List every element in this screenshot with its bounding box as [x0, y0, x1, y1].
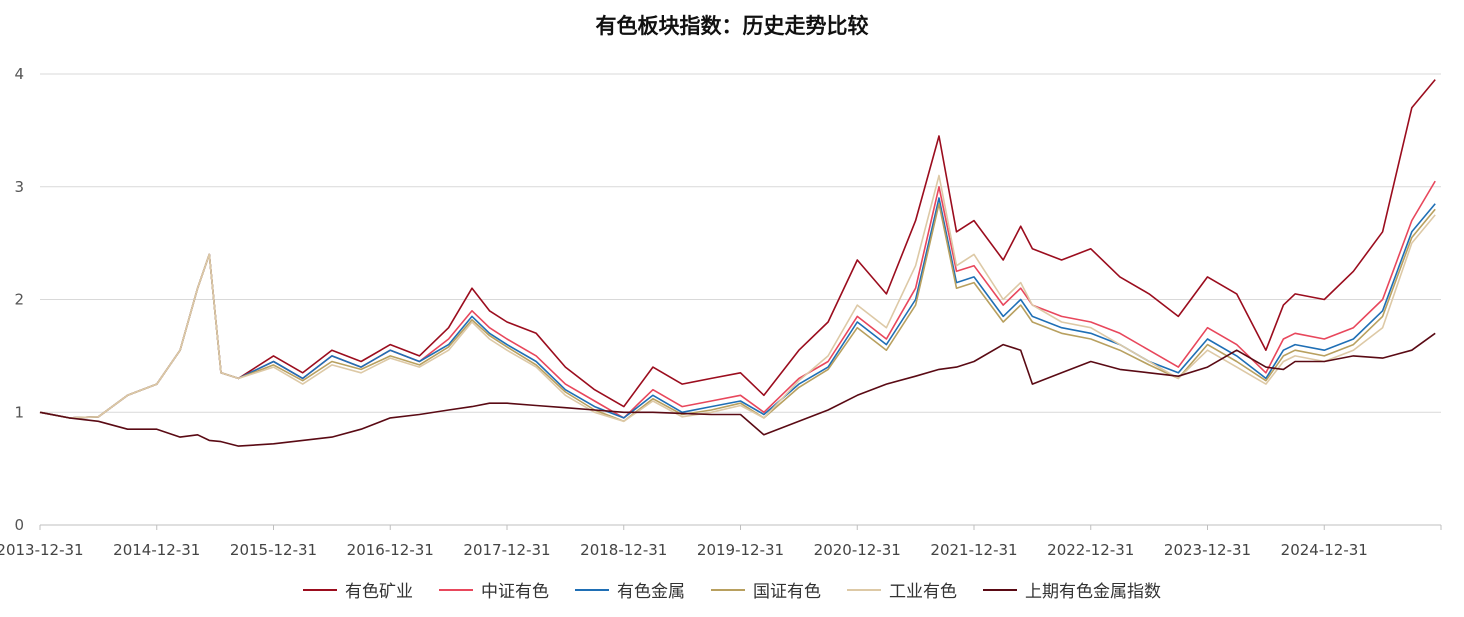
y-axis-ticks: 0 1 2 3 4 — [14, 65, 24, 534]
legend-item: 有色金属 — [575, 577, 685, 602]
legend-swatch — [847, 588, 881, 591]
legend-swatch — [575, 588, 609, 591]
series-line-5 — [39, 332, 1436, 447]
y-tick-label: 0 — [14, 516, 24, 534]
series-lines — [39, 79, 1436, 447]
legend-swatch — [439, 588, 473, 591]
series-line-3 — [39, 202, 1436, 423]
legend-item: 有色矿业 — [303, 577, 413, 602]
x-tick-label: 2021-12-31 — [930, 541, 1017, 559]
y-tick-label: 1 — [14, 403, 24, 421]
series-line-4 — [39, 174, 1436, 423]
legend-swatch — [303, 588, 337, 591]
legend-swatch — [711, 588, 745, 591]
x-tick-label: 2014-12-31 — [113, 541, 200, 559]
x-tick-label: 2017-12-31 — [463, 541, 550, 559]
x-tick-label: 2015-12-31 — [230, 541, 317, 559]
y-tick-label: 3 — [14, 178, 24, 196]
legend-label: 中证有色 — [481, 582, 549, 602]
x-tick-label: 2022-12-31 — [1047, 541, 1134, 559]
legend-swatch — [983, 588, 1017, 591]
x-tick-label: 2013-12-31 — [0, 541, 84, 559]
y-tick-label: 2 — [14, 291, 24, 309]
x-tick-label: 2018-12-31 — [580, 541, 667, 559]
chart-legend: 有色矿业 中证有色 有色金属 国证有色 工业有色 上期有色金属指数 — [0, 577, 1464, 602]
legend-label: 国证有色 — [753, 582, 821, 602]
series-line-2 — [39, 197, 1436, 419]
grid-lines — [40, 73, 1441, 413]
y-tick-label: 4 — [14, 65, 24, 83]
legend-item: 国证有色 — [711, 577, 821, 602]
x-tick-label: 2019-12-31 — [697, 541, 784, 559]
legend-item: 工业有色 — [847, 577, 957, 602]
legend-label: 上期有色金属指数 — [1025, 582, 1161, 602]
legend-item: 上期有色金属指数 — [983, 577, 1161, 602]
legend-label: 有色矿业 — [345, 582, 413, 602]
legend-label: 有色金属 — [617, 582, 685, 602]
legend-label: 工业有色 — [889, 582, 957, 602]
chart-title: 有色板块指数：历史走势比较 — [595, 14, 869, 38]
x-tick-label: 2016-12-31 — [347, 541, 434, 559]
x-tick-label: 2023-12-31 — [1164, 541, 1251, 559]
x-tick-label: 2024-12-31 — [1281, 541, 1368, 559]
x-axis: 2013-12-31 2014-12-31 2015-12-31 2016-12-31… — [0, 524, 1442, 559]
series-line-0 — [39, 79, 1436, 419]
legend-item: 中证有色 — [439, 577, 549, 602]
x-tick-label: 2020-12-31 — [814, 541, 901, 559]
